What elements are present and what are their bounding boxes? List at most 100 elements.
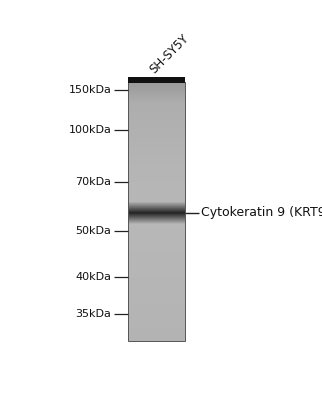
Bar: [128, 300, 185, 301]
Bar: [128, 165, 185, 166]
Bar: [128, 326, 185, 327]
Bar: [128, 211, 185, 212]
Bar: [128, 176, 185, 177]
Bar: [128, 77, 185, 83]
Bar: [128, 161, 185, 162]
Bar: [128, 303, 185, 304]
Bar: [128, 185, 185, 186]
Text: 35kDa: 35kDa: [75, 310, 111, 320]
Bar: [128, 132, 185, 133]
Bar: [128, 206, 185, 207]
Bar: [128, 219, 185, 220]
Bar: [128, 246, 185, 248]
Bar: [128, 150, 185, 151]
Text: Cytokeratin 9 (KRT9): Cytokeratin 9 (KRT9): [201, 206, 322, 219]
Bar: [128, 334, 185, 336]
Bar: [128, 135, 185, 136]
Text: 100kDa: 100kDa: [69, 125, 111, 135]
Bar: [128, 202, 185, 203]
Bar: [128, 155, 185, 156]
Bar: [128, 295, 185, 296]
Bar: [128, 208, 185, 209]
Bar: [128, 328, 185, 329]
Bar: [128, 294, 185, 295]
Bar: [128, 339, 185, 340]
Bar: [128, 186, 185, 187]
Text: 50kDa: 50kDa: [75, 226, 111, 236]
Bar: [128, 169, 185, 170]
Text: 150kDa: 150kDa: [69, 84, 111, 94]
Bar: [128, 282, 185, 283]
Bar: [128, 311, 185, 312]
Bar: [128, 95, 185, 96]
Bar: [128, 254, 185, 255]
Bar: [128, 141, 185, 142]
Bar: [128, 307, 185, 308]
Bar: [128, 309, 185, 310]
Bar: [128, 183, 185, 184]
Bar: [128, 323, 185, 324]
Bar: [128, 248, 185, 249]
Bar: [128, 268, 185, 269]
Bar: [128, 113, 185, 114]
Bar: [128, 321, 185, 322]
Bar: [128, 214, 185, 215]
Bar: [128, 276, 185, 277]
Bar: [128, 252, 185, 253]
Bar: [128, 230, 185, 231]
Bar: [128, 278, 185, 279]
Bar: [128, 296, 185, 297]
Bar: [128, 107, 185, 108]
Bar: [128, 274, 185, 275]
Bar: [128, 194, 185, 195]
Bar: [128, 304, 185, 305]
Bar: [128, 89, 185, 90]
Bar: [128, 333, 185, 334]
Bar: [128, 160, 185, 161]
Bar: [128, 98, 185, 99]
Bar: [128, 210, 185, 211]
Bar: [128, 106, 185, 107]
Bar: [128, 257, 185, 258]
Bar: [128, 128, 185, 129]
Bar: [128, 277, 185, 278]
Bar: [128, 308, 185, 309]
Bar: [128, 131, 185, 132]
Bar: [128, 239, 185, 240]
Bar: [128, 179, 185, 180]
Bar: [128, 96, 185, 98]
Bar: [128, 99, 185, 100]
Bar: [128, 289, 185, 290]
Bar: [128, 198, 185, 199]
Bar: [128, 199, 185, 200]
Bar: [128, 233, 185, 234]
Bar: [128, 138, 185, 139]
Bar: [128, 279, 185, 280]
Bar: [128, 232, 185, 233]
Bar: [128, 90, 185, 91]
Bar: [128, 319, 185, 320]
Bar: [128, 203, 185, 204]
Bar: [128, 325, 185, 326]
Bar: [128, 112, 185, 113]
Bar: [128, 258, 185, 259]
Bar: [128, 306, 185, 307]
Bar: [128, 234, 185, 235]
Bar: [128, 126, 185, 127]
Bar: [128, 134, 185, 135]
Bar: [128, 110, 185, 111]
Bar: [128, 188, 185, 189]
Bar: [128, 129, 185, 130]
Bar: [128, 189, 185, 190]
Bar: [128, 332, 185, 333]
Bar: [128, 275, 185, 276]
Bar: [128, 201, 185, 202]
Bar: [128, 87, 185, 88]
Bar: [128, 244, 185, 245]
Bar: [128, 187, 185, 188]
Bar: [128, 102, 185, 104]
Bar: [128, 293, 185, 294]
Bar: [128, 235, 185, 236]
Bar: [128, 264, 185, 265]
Bar: [128, 100, 185, 101]
